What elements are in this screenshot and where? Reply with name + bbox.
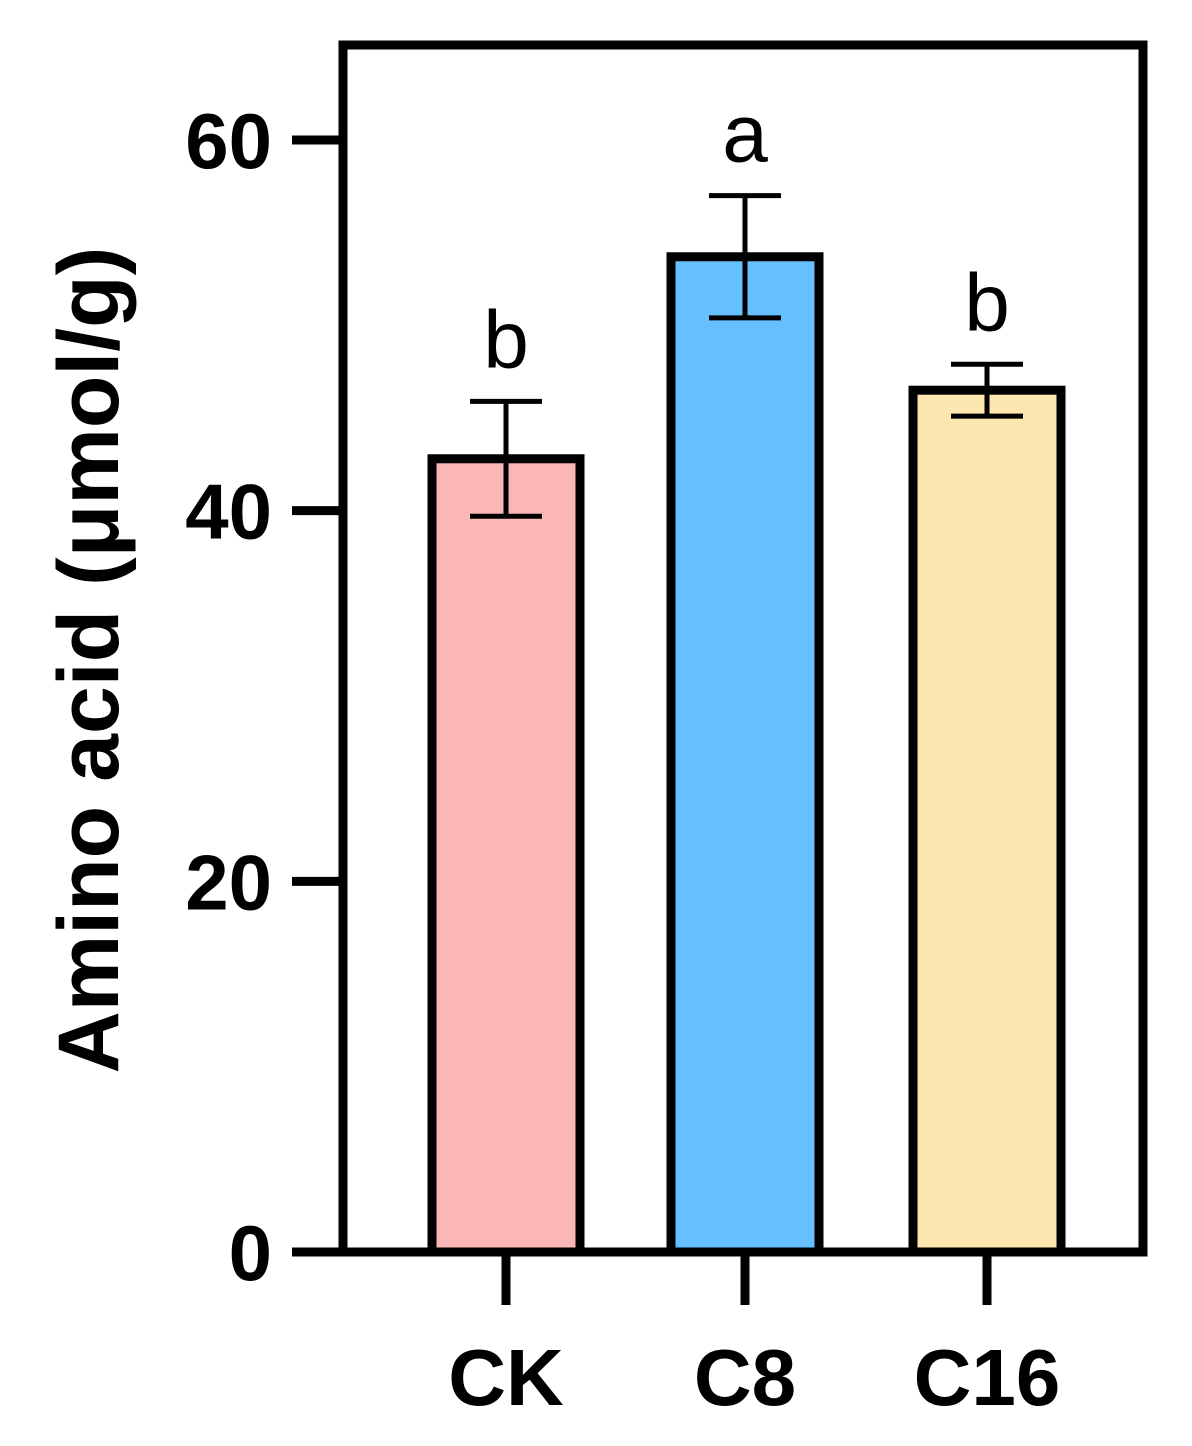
x-tick-label: CK (448, 1333, 564, 1422)
bars (427, 193, 1066, 1257)
y-tick-label: 40 (185, 468, 272, 556)
significance-label: b (483, 294, 529, 385)
x-tick-label: C16 (914, 1333, 1061, 1422)
bar-c16 (908, 385, 1066, 1257)
bar-ck (427, 454, 585, 1257)
significance-label: b (964, 257, 1010, 348)
significance-label: a (722, 89, 768, 180)
y-axis-title: Amino acid (μmol/g) (41, 247, 137, 1074)
y-tick-label: 60 (185, 97, 272, 185)
labels: b CK a C8 b C16 (448, 89, 1060, 1422)
y-tick-label: 20 (185, 838, 272, 926)
y-tick-label: 0 (229, 1209, 272, 1297)
x-tick-label: C8 (694, 1333, 796, 1422)
bar-c8 (666, 252, 824, 1257)
